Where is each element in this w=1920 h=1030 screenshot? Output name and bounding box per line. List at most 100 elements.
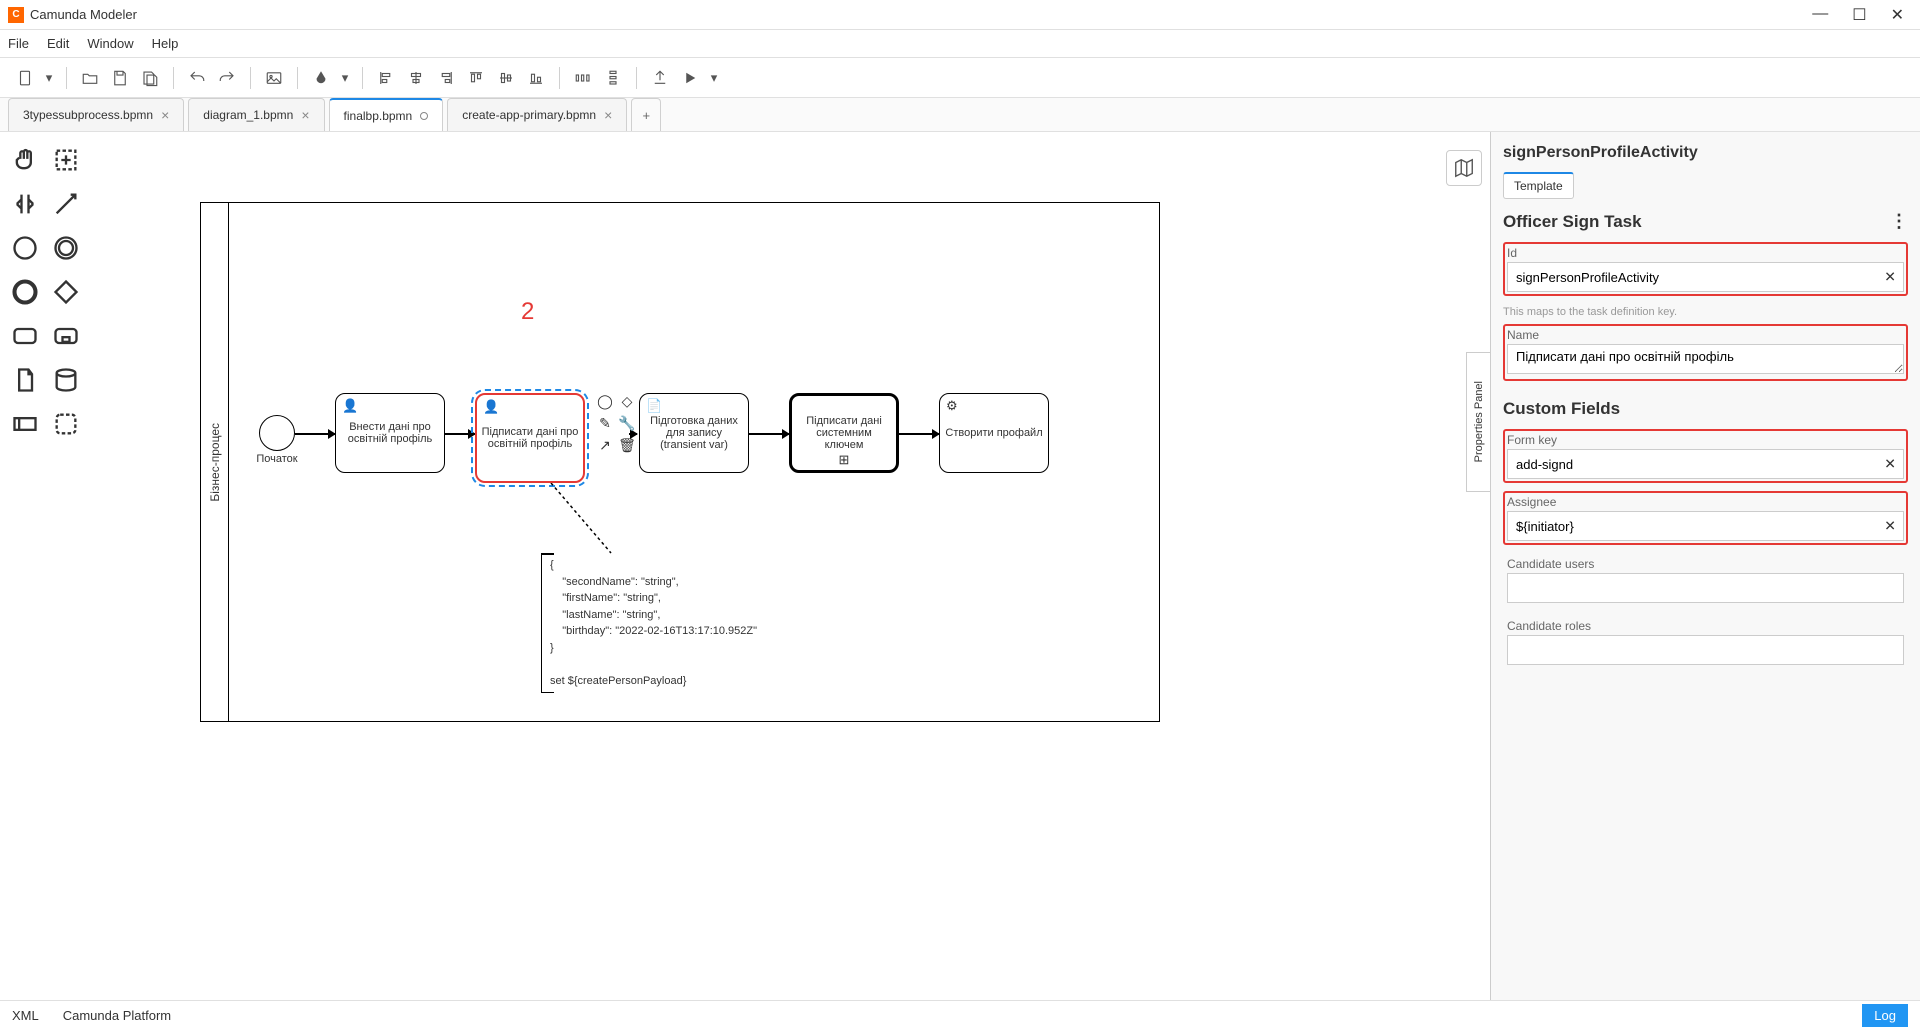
change-type-icon[interactable]: 🔧	[617, 413, 637, 433]
task-icon[interactable]	[8, 318, 41, 354]
run-dropdown-icon[interactable]: ▾	[707, 65, 721, 91]
pool-icon[interactable]	[8, 406, 41, 442]
tab-template[interactable]: Template	[1503, 172, 1574, 199]
minimap-button[interactable]	[1446, 150, 1482, 186]
align-left-button[interactable]	[373, 65, 399, 91]
image-button[interactable]	[261, 65, 287, 91]
properties-toggle-label: Properties Panel	[1473, 381, 1485, 462]
statusbar-xml[interactable]: XML	[12, 1008, 39, 1023]
connect-tool-icon[interactable]	[49, 186, 82, 222]
tab-create-app-primary[interactable]: create-app-primary.bpmn ×	[447, 98, 627, 131]
space-tool-icon[interactable]	[8, 186, 41, 222]
group-icon[interactable]	[49, 406, 82, 442]
save-all-button[interactable]	[137, 65, 163, 91]
tabs-bar: 3typessubprocess.bpmn × diagram_1.bpmn ×…	[0, 98, 1920, 132]
new-dropdown-icon[interactable]: ▾	[42, 65, 56, 91]
menubar: File Edit Window Help	[0, 30, 1920, 58]
tab-close-icon[interactable]: ×	[301, 107, 309, 123]
annotation-icon[interactable]: ✎	[595, 413, 615, 433]
new-file-button[interactable]	[12, 65, 38, 91]
task-label: Підготовка даних для запису (transient v…	[644, 415, 744, 451]
lasso-tool-icon[interactable]	[49, 142, 82, 178]
align-center-h-button[interactable]	[403, 65, 429, 91]
gateway-icon[interactable]	[49, 274, 82, 310]
data-store-icon[interactable]	[49, 362, 82, 398]
start-event[interactable]: Початок	[259, 415, 295, 451]
log-button[interactable]: Log	[1862, 1004, 1908, 1027]
tab-add-button[interactable]: +	[631, 98, 661, 131]
annotation-number: 2	[521, 298, 534, 326]
tab-diagram1[interactable]: diagram_1.bpmn ×	[188, 98, 324, 131]
data-object-icon[interactable]	[8, 362, 41, 398]
append-gateway-icon[interactable]: ◇	[617, 391, 637, 411]
close-icon[interactable]: ✕	[1891, 5, 1904, 25]
run-button[interactable]	[677, 65, 703, 91]
field-assignee: Assignee ✕	[1503, 491, 1908, 545]
tab-finalbp[interactable]: finalbp.bpmn	[329, 98, 444, 131]
bpmn-pool[interactable]: Бізнес-процес 2 Початок 👤 Внести дані пр…	[200, 202, 1160, 722]
properties-panel-toggle[interactable]: Properties Panel	[1466, 352, 1490, 492]
align-top-button[interactable]	[463, 65, 489, 91]
distribute-h-button[interactable]	[570, 65, 596, 91]
delete-icon[interactable]: 🗑	[617, 435, 637, 455]
field-label: Id	[1507, 246, 1904, 260]
align-center-v-button[interactable]	[493, 65, 519, 91]
subprocess-icon[interactable]	[49, 318, 82, 354]
sequence-flow[interactable]	[749, 433, 789, 435]
clear-icon[interactable]: ✕	[1884, 269, 1896, 286]
task-system-sign[interactable]: Підписати дані системним ключем ⊞	[789, 393, 899, 473]
distribute-v-button[interactable]	[600, 65, 626, 91]
align-right-button[interactable]	[433, 65, 459, 91]
candidate-roles-input[interactable]	[1507, 635, 1904, 665]
form-key-input[interactable]	[1507, 449, 1904, 479]
color-dropdown-icon[interactable]: ▾	[338, 65, 352, 91]
canvas[interactable]: Properties Panel Бізнес-процес 2 Початок…	[90, 132, 1490, 1000]
save-button[interactable]	[107, 65, 133, 91]
color-button[interactable]	[308, 65, 334, 91]
redo-button[interactable]	[214, 65, 240, 91]
task-sign-profile[interactable]: 👤 Підписати дані про освітній профіль	[475, 393, 585, 483]
menu-help[interactable]: Help	[152, 36, 179, 51]
candidate-users-input[interactable]	[1507, 573, 1904, 603]
clear-icon[interactable]: ✕	[1884, 456, 1896, 473]
tab-close-icon[interactable]: ×	[161, 107, 169, 123]
task-prepare-data[interactable]: 📄 Підготовка даних для запису (transient…	[639, 393, 749, 473]
task-create-profile[interactable]: ⚙ Створити профайл	[939, 393, 1049, 473]
sequence-flow[interactable]	[445, 433, 475, 435]
tab-dirty-icon	[420, 112, 428, 120]
section-officer-sign: Officer Sign Task ⋮	[1503, 211, 1908, 232]
tab-3typessubprocess[interactable]: 3typessubprocess.bpmn ×	[8, 98, 184, 131]
start-event-icon[interactable]	[8, 230, 41, 266]
assignee-input[interactable]	[1507, 511, 1904, 541]
id-input[interactable]	[1507, 262, 1904, 292]
name-input[interactable]: Підписати дані про освітній профіль	[1507, 344, 1904, 374]
deploy-button[interactable]	[647, 65, 673, 91]
intermediate-event-icon[interactable]	[49, 230, 82, 266]
task-enter-data[interactable]: 👤 Внести дані про освітній профіль	[335, 393, 445, 473]
menu-edit[interactable]: Edit	[47, 36, 69, 51]
field-id: Id ✕	[1503, 242, 1908, 296]
end-event-icon[interactable]	[8, 274, 41, 310]
task-label: Внести дані про освітній профіль	[340, 421, 440, 445]
tab-label: create-app-primary.bpmn	[462, 108, 596, 122]
maximize-icon[interactable]: ☐	[1852, 5, 1866, 25]
sequence-flow[interactable]	[295, 433, 335, 435]
user-icon: 👤	[342, 398, 358, 414]
statusbar-platform[interactable]: Camunda Platform	[63, 1008, 171, 1023]
menu-file[interactable]: File	[8, 36, 29, 51]
tab-close-icon[interactable]: ×	[604, 107, 612, 123]
append-end-event-icon[interactable]: ◯	[595, 391, 615, 411]
task-label: Підписати дані системним ключем	[796, 415, 892, 451]
hand-tool-icon[interactable]	[8, 142, 41, 178]
align-bottom-button[interactable]	[523, 65, 549, 91]
minimize-icon[interactable]: —	[1812, 5, 1828, 25]
tab-label: finalbp.bpmn	[344, 109, 413, 123]
section-menu-icon[interactable]: ⋮	[1890, 211, 1908, 232]
menu-window[interactable]: Window	[87, 36, 133, 51]
text-annotation[interactable]: { "secondName": "string", "firstName": "…	[541, 553, 765, 693]
open-button[interactable]	[77, 65, 103, 91]
sequence-flow[interactable]	[899, 433, 939, 435]
connect-icon[interactable]: ↗	[595, 435, 615, 455]
clear-icon[interactable]: ✕	[1884, 518, 1896, 535]
undo-button[interactable]	[184, 65, 210, 91]
